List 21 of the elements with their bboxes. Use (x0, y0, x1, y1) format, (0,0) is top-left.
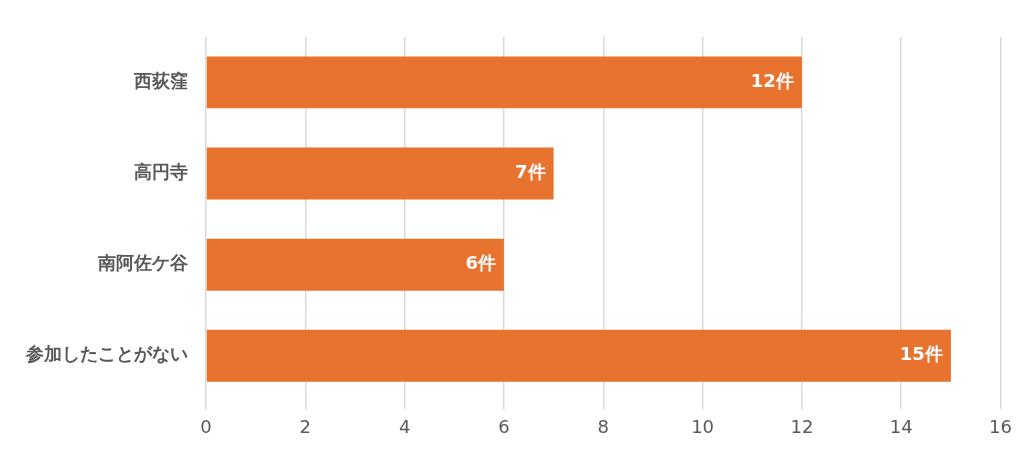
bar (206, 329, 951, 382)
y-tick-label: 西荻窪 (133, 70, 188, 92)
x-tick-label: 16 (989, 415, 1012, 437)
x-tick-label: 8 (597, 415, 609, 437)
data-label: 15件 (899, 343, 943, 365)
x-tick-label: 2 (299, 415, 312, 437)
x-tick-label: 10 (691, 415, 715, 437)
y-tick-label: 参加したことがない (25, 343, 188, 365)
data-label: 6件 (465, 252, 496, 274)
data-label: 7件 (515, 161, 546, 183)
bar (206, 56, 802, 109)
x-tick-label: 6 (498, 415, 510, 437)
data-label: 12件 (750, 70, 794, 92)
y-tick-label: 南阿佐ケ谷 (97, 252, 189, 274)
x-tick-label: 4 (398, 415, 411, 437)
y-tick-label: 高円寺 (134, 161, 188, 183)
bar (206, 147, 554, 200)
x-tick-label: 12 (790, 415, 814, 437)
bar (206, 238, 504, 291)
x-tick-label: 0 (200, 415, 212, 437)
x-tick-label: 14 (889, 415, 913, 437)
